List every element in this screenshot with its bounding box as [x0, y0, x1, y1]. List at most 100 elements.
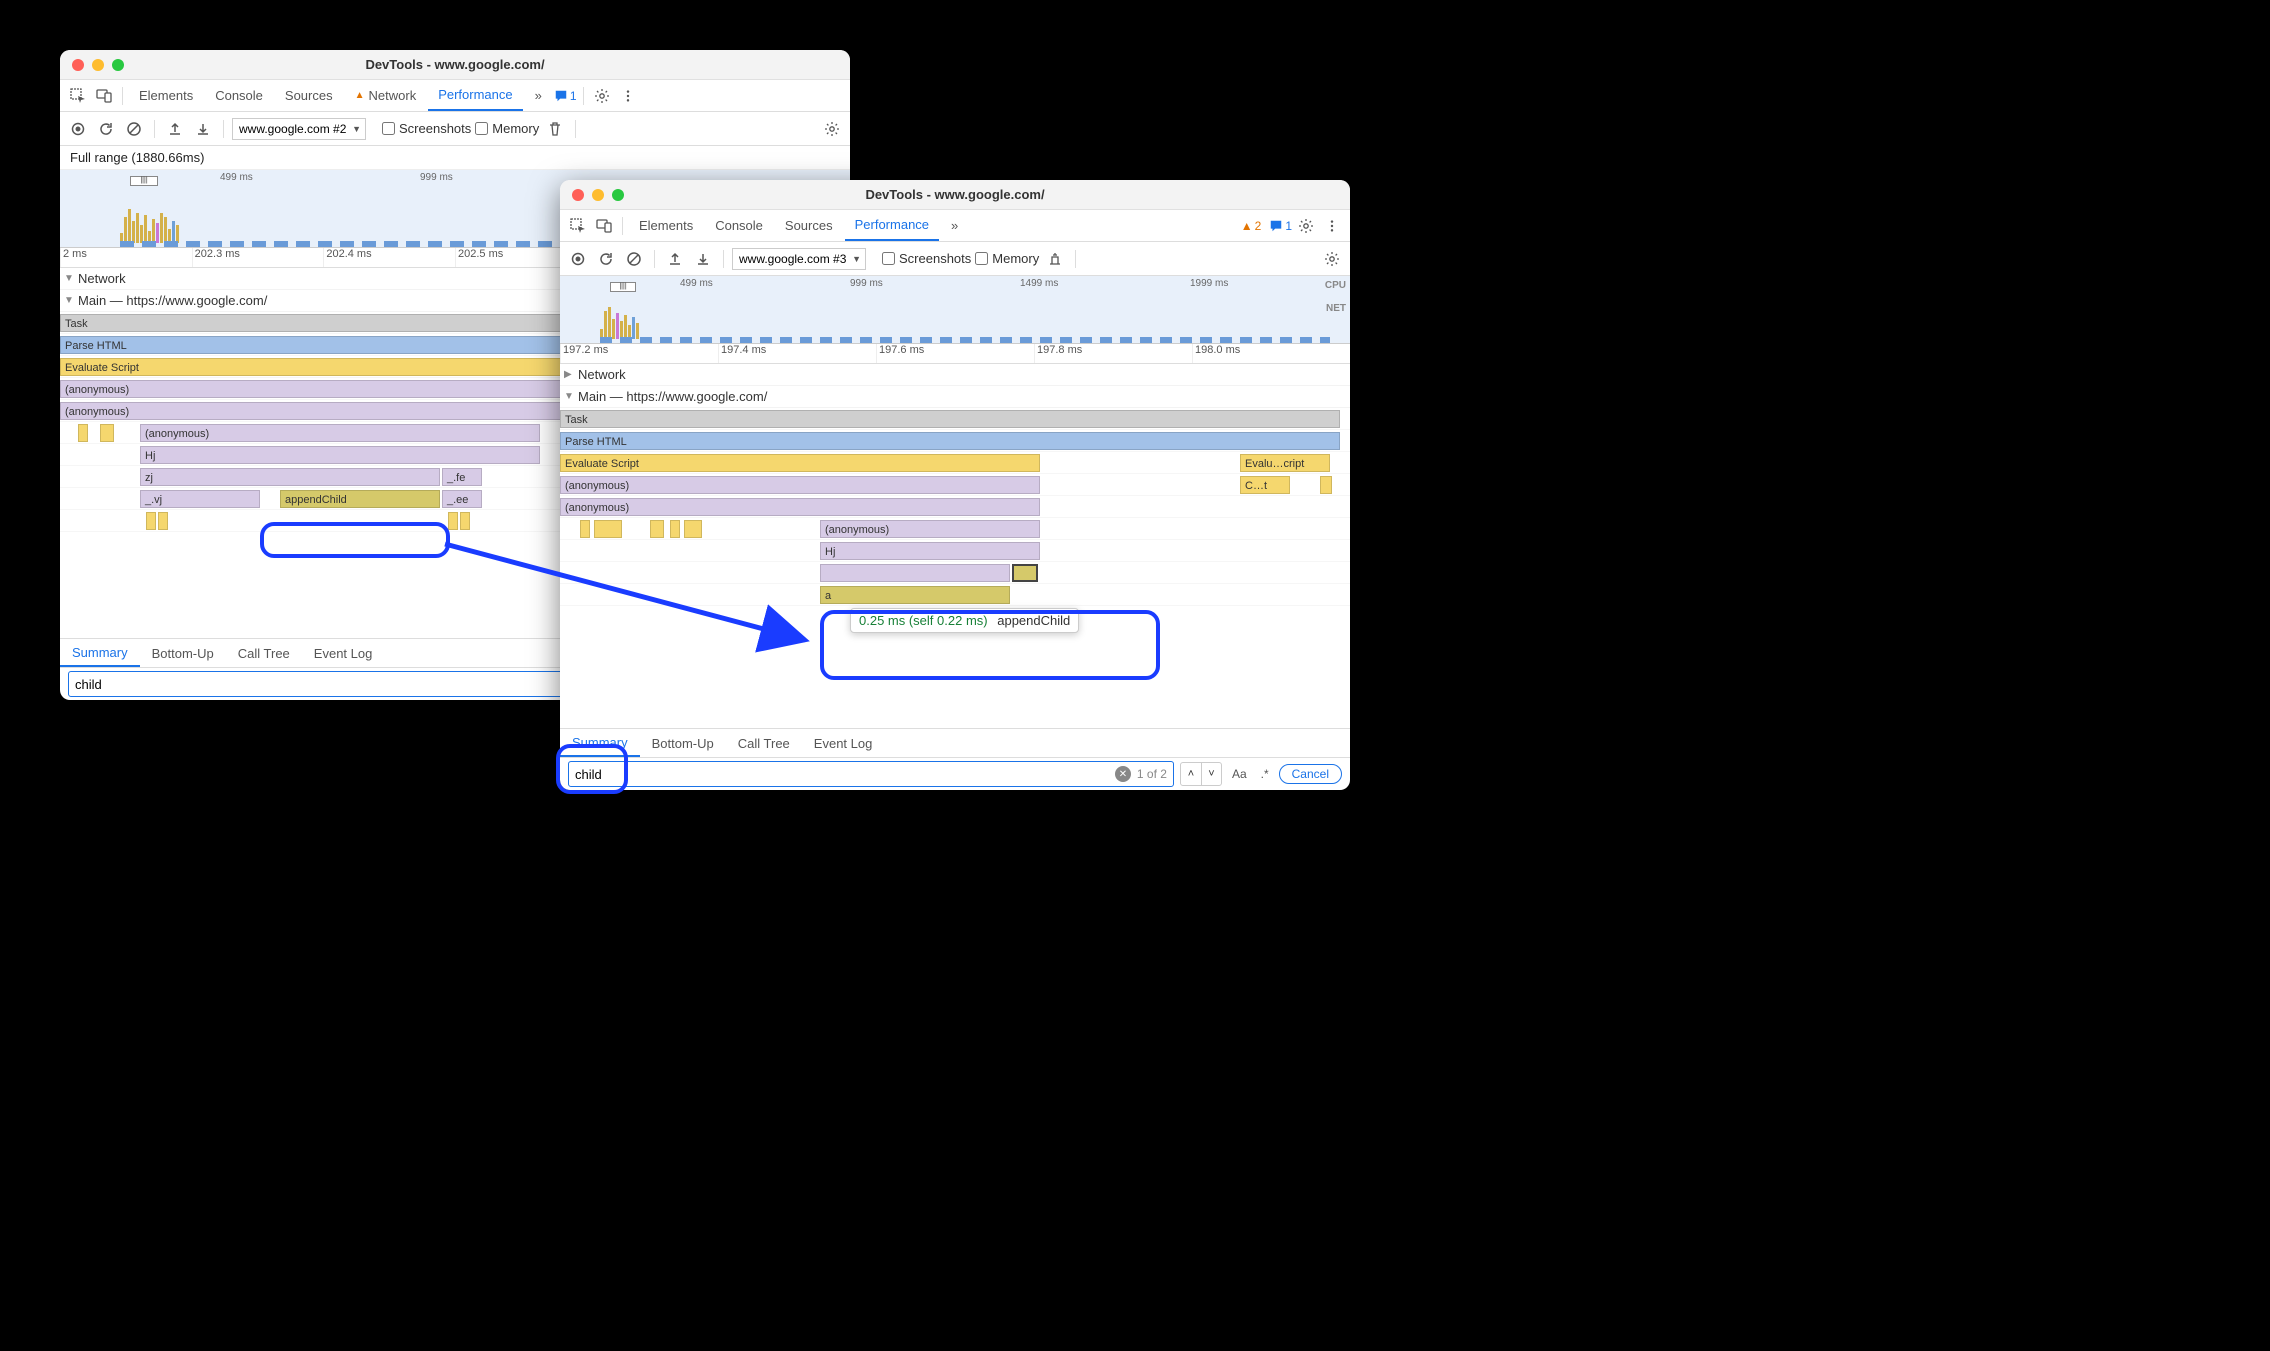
settings-icon[interactable] — [1294, 214, 1318, 238]
titlebar[interactable]: DevTools - www.google.com/ — [560, 180, 1350, 210]
titlebar[interactable]: DevTools - www.google.com/ — [60, 50, 850, 80]
traffic-lights — [572, 189, 624, 201]
record-icon[interactable] — [66, 117, 90, 141]
zoom-icon[interactable] — [112, 59, 124, 71]
window-title: DevTools - www.google.com/ — [60, 57, 850, 72]
upload-icon[interactable] — [163, 117, 187, 141]
cancel-button[interactable]: Cancel — [1279, 764, 1342, 784]
tab-more[interactable]: » — [941, 210, 968, 241]
upload-icon[interactable] — [663, 247, 687, 271]
recording-select[interactable]: www.google.com #3 — [732, 248, 866, 270]
record-icon[interactable] — [566, 247, 590, 271]
flame-hj[interactable]: Hj — [820, 542, 1040, 560]
kebab-icon[interactable] — [1320, 214, 1344, 238]
flame-tooltip: 0.25 ms (self 0.22 ms) appendChild — [850, 608, 1079, 633]
flame-eval2[interactable]: Evalu…cript — [1240, 454, 1330, 472]
memory-checkbox[interactable]: Memory — [975, 251, 1039, 266]
tab-performance[interactable]: Performance — [428, 80, 522, 111]
tab-calltree[interactable]: Call Tree — [726, 729, 802, 757]
screenshots-checkbox[interactable]: Screenshots — [882, 251, 971, 266]
flame-zj[interactable]: zj — [140, 468, 440, 486]
flame-hj[interactable]: Hj — [140, 446, 540, 464]
search-input[interactable] — [575, 767, 1115, 782]
tab-more[interactable]: » — [525, 80, 552, 111]
tab-eventlog[interactable]: Event Log — [302, 639, 385, 667]
flame-fe[interactable]: _.fe — [442, 468, 482, 486]
minimize-icon[interactable] — [592, 189, 604, 201]
tooltip-timing: 0.25 ms (self 0.22 ms) — [859, 613, 988, 628]
messages-badge[interactable]: 1 — [1269, 219, 1292, 233]
flame-parse[interactable]: Parse HTML — [560, 432, 1340, 450]
tab-elements[interactable]: Elements — [129, 80, 203, 111]
messages-badge[interactable]: 1 — [554, 89, 577, 103]
device-icon[interactable] — [92, 84, 116, 108]
warnings-badge[interactable]: ▲2 — [1241, 219, 1262, 233]
tab-bottomup[interactable]: Bottom-Up — [640, 729, 726, 757]
device-icon[interactable] — [592, 214, 616, 238]
recording-select[interactable]: www.google.com #2 — [232, 118, 366, 140]
overview-timeline[interactable]: 499 ms 999 ms 1499 ms 1999 ms CPUNET |||… — [560, 276, 1350, 344]
settings-icon[interactable] — [590, 84, 614, 108]
screenshots-checkbox[interactable]: Screenshots — [382, 121, 471, 136]
inspect-icon[interactable] — [66, 84, 90, 108]
devtools-window-b: DevTools - www.google.com/ Elements Cons… — [560, 180, 1350, 790]
trash-icon[interactable] — [543, 117, 567, 141]
zoom-icon[interactable] — [612, 189, 624, 201]
flame-vj[interactable]: _.vj — [140, 490, 260, 508]
flame-ee[interactable]: _.ee — [442, 490, 482, 508]
flame-anon3[interactable]: (anonymous) — [820, 520, 1040, 538]
download-icon[interactable] — [691, 247, 715, 271]
flame-appendchild[interactable]: appendChild — [280, 490, 440, 508]
tab-calltree[interactable]: Call Tree — [226, 639, 302, 667]
clear-icon[interactable] — [622, 247, 646, 271]
tab-summary[interactable]: Summary — [60, 639, 140, 667]
close-icon[interactable] — [572, 189, 584, 201]
flame-task[interactable]: Task — [560, 410, 1340, 428]
close-icon[interactable] — [72, 59, 84, 71]
flame-anon3[interactable]: (anonymous) — [140, 424, 540, 442]
flame-chart[interactable]: ▶Network ▼Main — https://www.google.com/… — [560, 364, 1350, 728]
flame-appendchild-b[interactable]: a — [820, 586, 1010, 604]
download-icon[interactable] — [191, 117, 215, 141]
reload-icon[interactable] — [94, 117, 118, 141]
flame-eval[interactable]: Evaluate Script — [560, 454, 1040, 472]
range-label: Full range (1880.66ms) — [60, 146, 850, 170]
regex-button[interactable]: .* — [1257, 767, 1273, 781]
badge-count: 1 — [570, 89, 577, 103]
collect-garbage-icon[interactable] — [1043, 247, 1067, 271]
clear-icon[interactable]: ✕ — [1115, 766, 1131, 782]
flame-anon2[interactable]: (anonymous) — [560, 498, 1040, 516]
tab-sources[interactable]: Sources — [275, 80, 343, 111]
reload-icon[interactable] — [594, 247, 618, 271]
main-row[interactable]: ▼Main — https://www.google.com/ — [560, 386, 1350, 408]
tab-bottomup[interactable]: Bottom-Up — [140, 639, 226, 667]
time-ruler[interactable]: 197.2 ms 197.4 ms 197.6 ms 197.8 ms 198.… — [560, 344, 1350, 364]
search-nav: ˄ ˅ — [1180, 762, 1222, 786]
window-title: DevTools - www.google.com/ — [560, 187, 1350, 202]
inspect-icon[interactable] — [566, 214, 590, 238]
match-case-button[interactable]: Aa — [1228, 767, 1251, 781]
tab-sources[interactable]: Sources — [775, 210, 843, 241]
flame-anon1[interactable]: (anonymous) — [560, 476, 1040, 494]
prev-match-icon[interactable]: ˄ — [1181, 763, 1201, 785]
memory-checkbox[interactable]: Memory — [475, 121, 539, 136]
tab-console[interactable]: Console — [205, 80, 273, 111]
minimize-icon[interactable] — [92, 59, 104, 71]
perf-toolbar: www.google.com #2 Screenshots Memory — [60, 112, 850, 146]
tab-performance[interactable]: Performance — [845, 210, 939, 241]
capture-settings-icon[interactable] — [820, 117, 844, 141]
next-match-icon[interactable]: ˅ — [1201, 763, 1221, 785]
tab-elements[interactable]: Elements — [629, 210, 703, 241]
tab-eventlog[interactable]: Event Log — [802, 729, 885, 757]
flame-ct[interactable]: C…t — [1240, 476, 1290, 494]
tab-network[interactable]: Network — [345, 80, 427, 111]
panel-tabbar: Elements Console Sources Network Perform… — [60, 80, 850, 112]
tab-summary[interactable]: Summary — [560, 729, 640, 757]
capture-settings-icon[interactable] — [1320, 247, 1344, 271]
clear-icon[interactable] — [122, 117, 146, 141]
traffic-lights — [72, 59, 124, 71]
network-row[interactable]: ▶Network — [560, 364, 1350, 386]
tab-console[interactable]: Console — [705, 210, 773, 241]
kebab-icon[interactable] — [616, 84, 640, 108]
detail-tabs: Summary Bottom-Up Call Tree Event Log — [560, 728, 1350, 758]
